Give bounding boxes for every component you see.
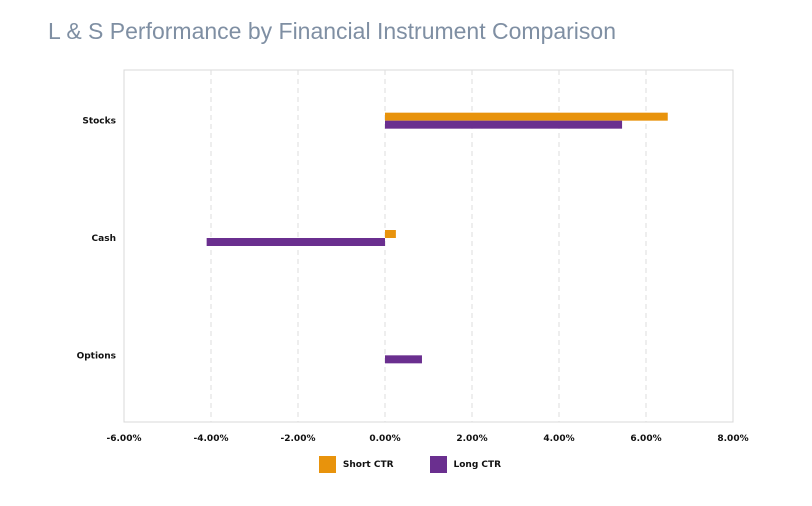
legend-swatch-short — [318, 456, 336, 473]
bar-short-ctr-stocks — [385, 112, 668, 121]
y-category-label: Cash — [92, 234, 116, 244]
chart-title: L & S Performance by Financial Instrumen… — [48, 18, 617, 44]
x-tick-label: 6.00% — [630, 434, 661, 444]
bar-long-ctr-stocks — [385, 120, 623, 129]
legend-item-long[interactable]: Long CTR — [429, 456, 502, 473]
x-tick-label: -6.00% — [107, 434, 142, 444]
x-tick-label: 8.00% — [717, 434, 748, 444]
bar-long-ctr-cash — [206, 238, 385, 246]
x-tick-label: -2.00% — [281, 434, 316, 444]
x-tick-label: -4.00% — [194, 434, 229, 444]
plot-frame — [123, 69, 734, 423]
x-tick-label: 4.00% — [543, 434, 574, 444]
y-category-label: Options — [77, 351, 116, 361]
legend-swatch-long — [429, 456, 447, 473]
bar-long-ctr-options — [385, 355, 422, 364]
bar-short-ctr-cash — [385, 230, 396, 238]
y-category-label: Stocks — [82, 117, 116, 127]
x-tick-label: 2.00% — [456, 434, 487, 444]
legend-label-short: Short CTR — [342, 459, 394, 470]
legend-item-short[interactable]: Short CTR — [318, 456, 394, 473]
legend-label-long: Long CTR — [453, 459, 502, 470]
chart-legend: Short CTR Long CTR — [0, 456, 812, 473]
x-tick-label: 0.00% — [369, 434, 400, 444]
